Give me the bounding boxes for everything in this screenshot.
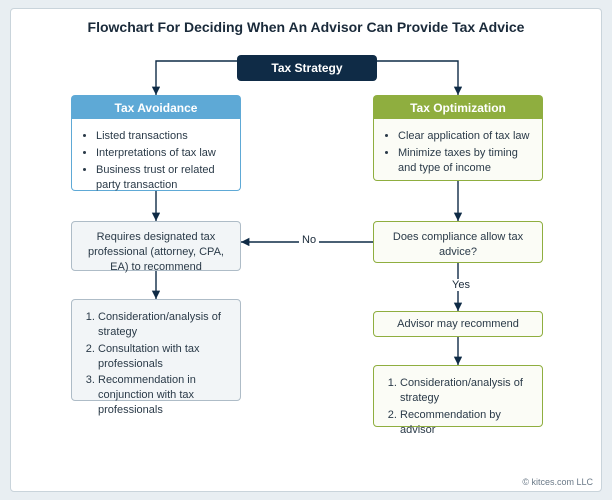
avoidance-item: Interpretations of tax law	[96, 146, 230, 161]
node-root: Tax Strategy	[237, 55, 377, 81]
optimization-item: Minimize taxes by timing and type of inc…	[398, 146, 532, 176]
avoidance-step: Recommendation in conjunction with tax p…	[98, 373, 230, 418]
optimization-step: Consideration/analysis of strategy	[400, 376, 532, 406]
avoidance-item: Listed transactions	[96, 129, 230, 144]
node-tax-avoidance-header: Tax Avoidance	[71, 95, 241, 119]
flowchart-canvas: Tax Strategy Tax Avoidance Listed transa…	[11, 9, 601, 491]
card: Flowchart For Deciding When An Advisor C…	[10, 8, 602, 492]
node-requires-professional: Requires designated tax professional (at…	[71, 221, 241, 271]
node-compliance-question: Does compliance allow tax advice?	[373, 221, 543, 263]
node-advisor-recommend: Advisor may recommend	[373, 311, 543, 337]
node-optimization-steps: Consideration/analysis of strategy Recom…	[373, 365, 543, 427]
avoidance-step: Consideration/analysis of strategy	[98, 310, 230, 340]
avoidance-step: Consultation with tax professionals	[98, 342, 230, 372]
node-tax-optimization-header: Tax Optimization	[373, 95, 543, 119]
edge-label-yes: Yes	[449, 279, 473, 291]
node-tax-optimization-body: Clear application of tax law Minimize ta…	[373, 119, 543, 181]
compliance-text: Does compliance allow tax advice?	[374, 222, 542, 268]
footer-credit: © kitces.com LLC	[522, 477, 593, 487]
avoidance-item: Business trust or related party transact…	[96, 163, 230, 193]
node-avoidance-steps: Consideration/analysis of strategy Consu…	[71, 299, 241, 401]
optimization-step: Recommendation by advisor	[400, 408, 532, 438]
node-tax-avoidance-body: Listed transactions Interpretations of t…	[71, 119, 241, 191]
optimization-item: Clear application of tax law	[398, 129, 532, 144]
requires-text: Requires designated tax professional (at…	[72, 222, 240, 283]
advisor-text: Advisor may recommend	[374, 312, 542, 337]
edge-label-no: No	[299, 234, 319, 246]
